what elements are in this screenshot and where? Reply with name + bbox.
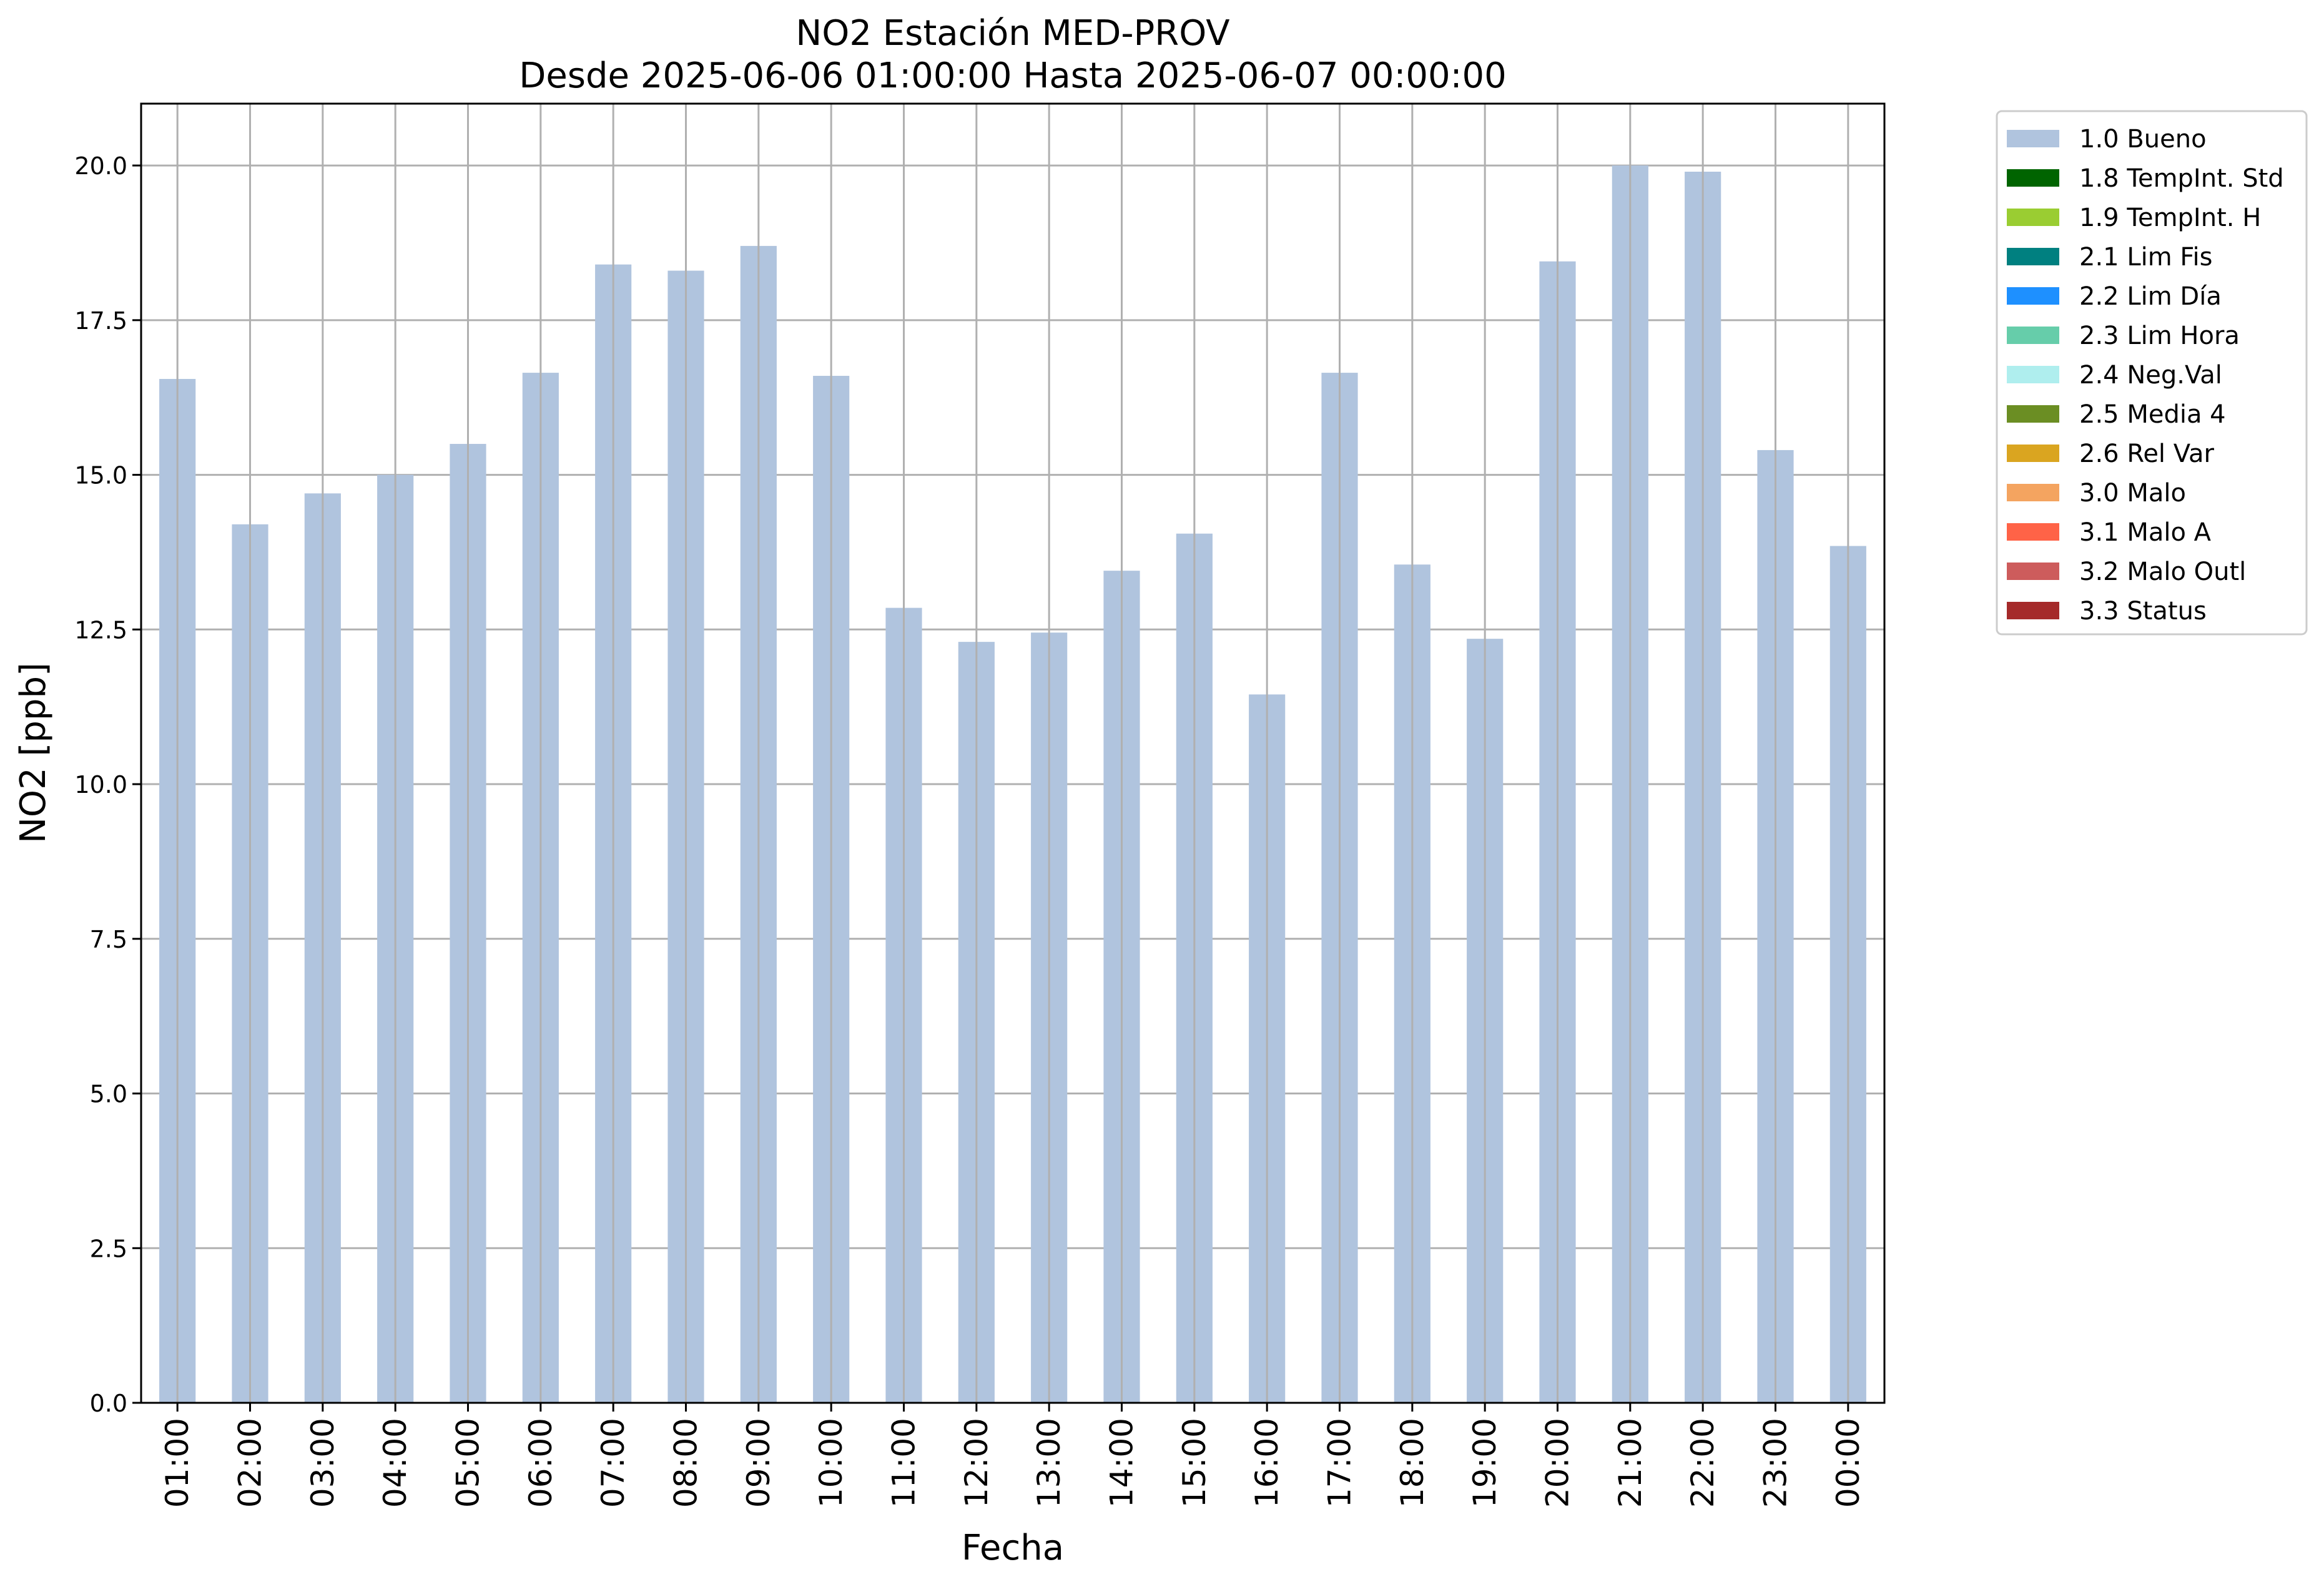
legend-swatch (2007, 523, 2059, 541)
legend-swatch (2007, 287, 2059, 305)
legend-label: 2.5 Media 4 (2079, 400, 2226, 429)
chart-subtitle: Desde 2025-06-06 01:00:00 Hasta 2025-06-… (519, 56, 1507, 96)
plot-frame (140, 102, 1886, 1404)
legend-label: 2.4 Neg.Val (2079, 361, 2222, 390)
x-axis: 01:00 02:00 03:00 04:00 05:00 06:00 07:00 08:00… (159, 1403, 1866, 1508)
legend-swatch (2007, 366, 2059, 383)
y-tick-label: 12.5 (74, 616, 127, 644)
x-tick-label: 01:00 (159, 1418, 195, 1508)
legend-swatch (2007, 484, 2059, 501)
y-tick-label: 10.0 (74, 771, 127, 798)
legend-swatch (2007, 602, 2059, 619)
legend-label: 1.8 TempInt. Std (2079, 164, 2284, 193)
legend-label: 3.0 Malo (2079, 479, 2186, 508)
y-tick-label: 17.5 (74, 307, 127, 335)
x-axis-label: Fecha (962, 1528, 1064, 1568)
x-tick-label: 12:00 (958, 1418, 995, 1508)
legend-swatch (2007, 130, 2059, 147)
x-tick-label: 21:00 (1612, 1418, 1648, 1508)
legend-swatch (2007, 327, 2059, 344)
x-tick-label: 23:00 (1758, 1418, 1794, 1508)
x-tick-label: 02:00 (232, 1418, 268, 1508)
x-tick-label: 00:00 (1830, 1418, 1866, 1508)
x-tick-label: 14:00 (1104, 1418, 1140, 1508)
grid (141, 164, 1884, 1404)
x-tick-label: 18:00 (1394, 1418, 1430, 1508)
legend-label: 3.1 Malo A (2079, 518, 2212, 547)
legend-label: 2.3 Lim Hora (2079, 322, 2240, 350)
legend-label: 2.1 Lim Fis (2079, 243, 2212, 272)
y-tick-label: 0.0 (90, 1390, 127, 1417)
x-tick-label: 08:00 (668, 1418, 704, 1508)
y-tick-label: 2.5 (90, 1235, 127, 1262)
legend-swatch (2007, 209, 2059, 226)
y-tick-label: 20.0 (74, 152, 127, 180)
legend-label: 3.3 Status (2079, 597, 2207, 626)
x-tick-label: 09:00 (741, 1418, 777, 1508)
legend-label: 1.0 Bueno (2079, 125, 2207, 154)
legend-swatch (2007, 563, 2059, 580)
y-tick-label: 5.0 (90, 1081, 127, 1108)
x-tick-label: 13:00 (1031, 1418, 1067, 1508)
bars (159, 104, 1866, 1403)
chart-title: NO2 Estación MED-PROV (795, 13, 1229, 54)
y-axis-label: NO2 [ppb] (13, 662, 54, 843)
x-tick-label: 07:00 (595, 1418, 631, 1508)
x-tick-label: 15:00 (1176, 1418, 1213, 1508)
legend-box (1996, 110, 2308, 636)
legend-swatch (2007, 405, 2059, 423)
x-tick-label: 03:00 (305, 1418, 341, 1508)
legend-swatch (2007, 248, 2059, 265)
x-tick-label: 04:00 (377, 1418, 413, 1508)
x-tick-label: 11:00 (886, 1418, 922, 1508)
legend-swatch (2007, 169, 2059, 187)
y-tick-label: 15.0 (74, 462, 127, 489)
x-tick-label: 05:00 (450, 1418, 486, 1508)
y-axis: 0.0 2.5 5.0 7.5 10.0 12.5 15.0 17.5 20.0 (74, 152, 141, 1417)
y-tick-label: 7.5 (90, 926, 127, 953)
x-tick-label: 19:00 (1467, 1418, 1503, 1508)
x-tick-label: 20:00 (1540, 1418, 1576, 1508)
legend-label: 2.6 Rel Var (2079, 440, 2215, 468)
x-tick-label: 06:00 (523, 1418, 559, 1508)
legend: 1.0 Bueno 1.8 TempInt. Std 1.9 TempInt. H 2… (1996, 110, 2308, 636)
x-tick-label: 10:00 (813, 1418, 849, 1508)
legend-label: 2.2 Lim Día (2079, 282, 2222, 311)
legend-label: 1.9 TempInt. H (2079, 204, 2261, 232)
x-tick-label: 17:00 (1322, 1418, 1358, 1508)
legend-swatch (2007, 445, 2059, 462)
x-tick-label: 16:00 (1249, 1418, 1285, 1508)
x-tick-label: 22:00 (1685, 1418, 1721, 1508)
legend-label: 3.2 Malo Outl (2079, 558, 2246, 586)
